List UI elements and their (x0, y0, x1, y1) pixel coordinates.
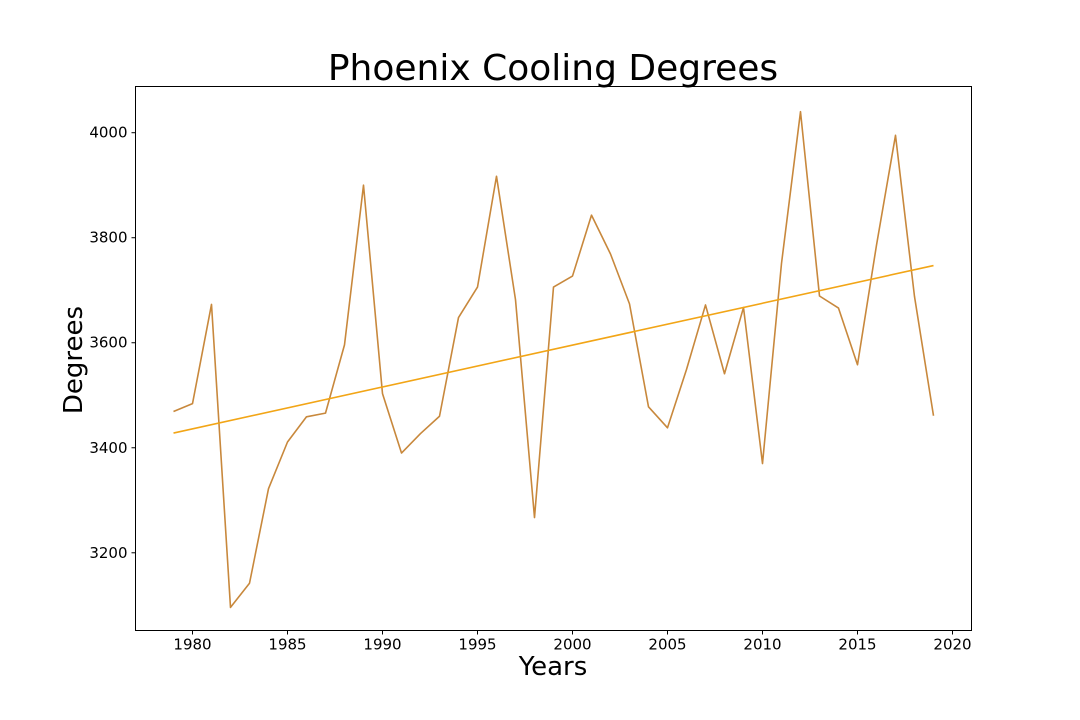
x-tick-label: 1980 (173, 636, 211, 654)
x-tick-label: 2015 (838, 636, 876, 654)
y-tick-label: 3600 (89, 334, 127, 352)
x-tick-label: 2010 (743, 636, 781, 654)
y-tick-label: 3800 (89, 229, 127, 247)
x-tick-label: 1995 (458, 636, 496, 654)
plot-area-frame (135, 86, 972, 631)
x-tick-label: 2005 (648, 636, 686, 654)
y-axis: 3200 3400 3600 3800 4000 (89, 124, 136, 562)
y-tick-label: 3400 (89, 439, 127, 457)
x-axis: 1980 1985 1990 1995 2000 2005 2010 2015 2020 (173, 630, 972, 654)
y-tick-label: 4000 (89, 124, 127, 142)
series-layer (173, 110, 935, 609)
trend-line (173, 264, 934, 434)
y-tick-label: 3200 (89, 544, 127, 562)
x-axis-title: Years (518, 652, 588, 682)
chart-title: Phoenix Cooling Degrees (328, 48, 778, 89)
x-tick-label: 1990 (363, 636, 401, 654)
x-tick-label: 1985 (268, 636, 306, 654)
data-line (173, 110, 935, 609)
x-tick-label: 2000 (553, 636, 591, 654)
x-tick-label: 2020 (933, 636, 971, 654)
y-axis-title: Degrees (59, 306, 89, 414)
